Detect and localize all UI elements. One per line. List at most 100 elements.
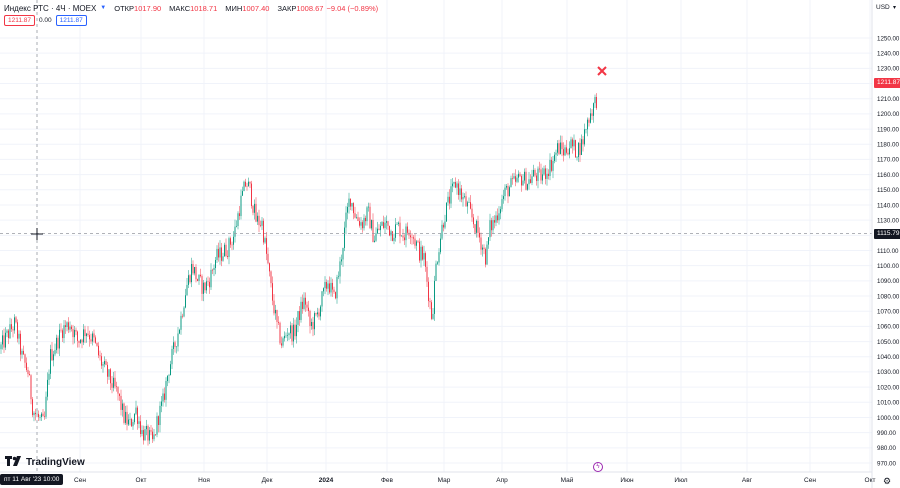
candle-body: [224, 244, 225, 257]
candle-body: [369, 206, 371, 229]
candle-body: [75, 329, 77, 332]
price-tick-label: 1130.00: [877, 217, 899, 224]
candle-body: [504, 187, 506, 197]
candle-body: [321, 291, 323, 307]
candle-body: [78, 340, 80, 343]
candle-body: [569, 148, 570, 155]
candle-body: [5, 332, 6, 348]
price-tick-label: 1010.00: [877, 400, 900, 407]
candle-body: [89, 335, 90, 340]
settings-gear-icon[interactable]: ⚙: [882, 476, 892, 486]
candle-body: [459, 188, 461, 195]
candle-body: [2, 335, 3, 345]
candle-body: [35, 412, 36, 415]
candle-body: [327, 283, 329, 289]
chevron-down-icon[interactable]: ▾: [893, 5, 897, 11]
chevron-down-icon[interactable]: ▼: [100, 5, 107, 11]
candle-body: [491, 220, 492, 231]
time-tick-label: Июн: [620, 477, 634, 484]
candle-body: [164, 393, 165, 400]
candle-body: [143, 430, 144, 441]
candle-body: [549, 159, 551, 176]
close-value: 1008.67: [296, 3, 324, 13]
candle-body: [471, 208, 473, 218]
currency-label[interactable]: USD: [876, 4, 890, 11]
candle-body: [51, 349, 53, 361]
candle-body: [297, 311, 299, 325]
candle-body: [542, 174, 543, 181]
candle-body: [219, 247, 221, 258]
candle-body: [296, 324, 297, 337]
candle-body: [134, 413, 135, 423]
candle-body: [428, 281, 429, 301]
candle-body: [147, 425, 149, 441]
candle-body: [539, 168, 540, 170]
candle-body: [429, 300, 431, 303]
candle-body: [575, 140, 576, 158]
candle-body: [566, 147, 567, 153]
price-tick-label: 1150.00: [877, 187, 899, 194]
candle-body: [257, 215, 258, 222]
candle-body: [173, 342, 174, 350]
candle-body: [461, 188, 462, 200]
candle-body: [39, 417, 41, 418]
candle-body: [170, 364, 171, 376]
candle-body: [527, 184, 528, 190]
candle-body: [422, 246, 423, 260]
candle-body: [216, 248, 218, 261]
sell-button[interactable]: 1211.87: [4, 15, 36, 26]
candle-body: [284, 335, 285, 339]
candle-body: [294, 324, 296, 337]
candle-body: [408, 232, 410, 236]
candle-body: [443, 224, 444, 228]
candle-body: [515, 176, 516, 182]
candle-body: [312, 322, 314, 330]
buy-button[interactable]: 1211.87: [55, 15, 87, 26]
price-tick-label: 1190.00: [877, 126, 899, 133]
candle-body: [405, 226, 407, 241]
candle-body: [102, 364, 104, 366]
candle-body: [248, 181, 249, 187]
spread-value: 0.00: [39, 17, 52, 24]
candle-body: [8, 330, 9, 339]
candle-body: [371, 220, 372, 229]
candle-body: [24, 354, 26, 363]
candle-body: [483, 247, 485, 250]
candle-body: [192, 263, 194, 274]
candle-body: [264, 238, 266, 243]
candle-body: [381, 222, 383, 226]
candle-body: [203, 282, 204, 294]
candle-body: [383, 222, 384, 228]
crosshair-cursor-icon: [31, 228, 43, 240]
candle-body: [495, 215, 497, 223]
price-tick-label: 1090.00: [877, 278, 900, 285]
candle-body: [545, 168, 546, 179]
candle-body: [300, 301, 302, 320]
candle-body: [206, 281, 207, 291]
candle-body: [557, 143, 558, 153]
candle-body: [66, 322, 68, 327]
candle-body: [135, 407, 137, 414]
candle-body: [198, 274, 200, 281]
candle-body: [239, 213, 240, 217]
candle-body: [251, 183, 252, 207]
symbol-title[interactable]: Индекс РТС · 4Ч · MOEX: [4, 3, 97, 13]
candle-body: [500, 209, 501, 214]
tradingview-logo[interactable]: TradingView: [5, 456, 85, 468]
candle-body: [116, 386, 117, 387]
candle-body: [86, 333, 87, 337]
candle-body: [93, 333, 95, 338]
time-tick-label: Окт: [865, 477, 876, 484]
candle-body: [596, 97, 597, 109]
candle-body: [204, 282, 206, 291]
open-label: ОТКР: [114, 3, 135, 13]
candle-body: [413, 237, 414, 239]
candle-body: [165, 381, 167, 400]
flash-icon[interactable]: ϟ: [593, 462, 603, 472]
candle-body: [233, 236, 234, 245]
price-tick-label: 1240.00: [877, 50, 900, 57]
candle-body: [419, 241, 420, 261]
candle-body: [221, 247, 222, 261]
candle-body: [242, 191, 243, 196]
